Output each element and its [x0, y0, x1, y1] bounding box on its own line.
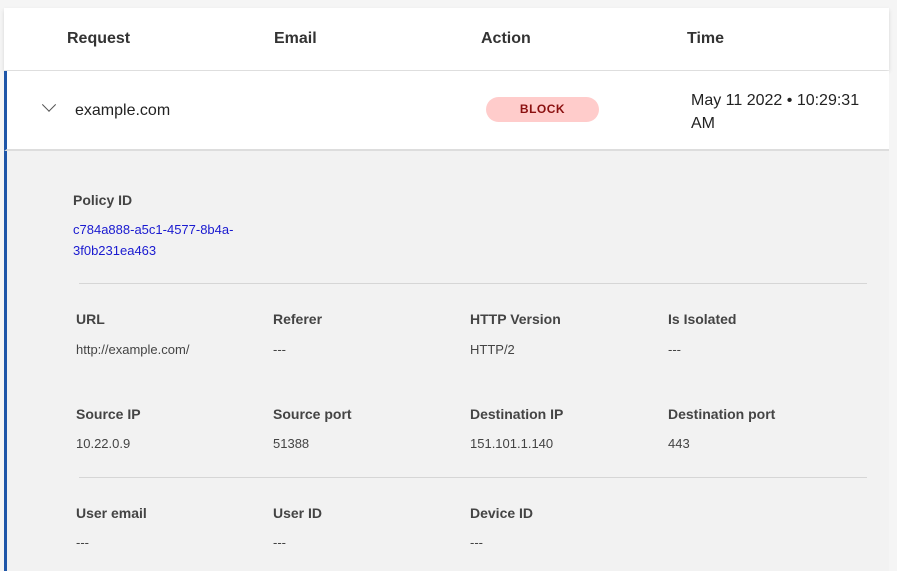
user-email-value: ---: [76, 535, 89, 550]
url-value: http://example.com/: [76, 342, 190, 357]
source-ip-label: Source IP: [76, 406, 141, 422]
url-label: URL: [76, 311, 105, 327]
referer-value: ---: [273, 342, 286, 357]
user-id-value: ---: [273, 535, 286, 550]
table-header: Request Email Action Time: [4, 8, 889, 70]
table-row[interactable]: example.com BLOCK May 11 2022 • 10:29:31…: [4, 71, 889, 151]
http-version-value: HTTP/2: [470, 342, 515, 357]
chevron-down-icon[interactable]: [41, 97, 57, 112]
row-details: Policy ID c784a888-a5c1-4577-8b4a-3f0b23…: [4, 151, 889, 571]
destination-port-label: Destination port: [668, 406, 776, 422]
source-ip-value: 10.22.0.9: [76, 436, 131, 451]
is-isolated-label: Is Isolated: [668, 311, 737, 327]
destination-ip-label: Destination IP: [470, 406, 564, 422]
is-isolated-value: ---: [668, 342, 681, 357]
policy-id-link[interactable]: c784a888-a5c1-4577-8b4a-3f0b231ea463: [73, 222, 234, 258]
destination-ip-value: 151.101.1.140: [470, 436, 554, 451]
device-id-label: Device ID: [470, 505, 534, 521]
column-header-action[interactable]: Action: [481, 30, 531, 47]
column-header-request[interactable]: Request: [67, 30, 131, 47]
device-id-value: ---: [470, 535, 483, 550]
user-id-label: User ID: [273, 505, 323, 521]
http-version-label: HTTP Version: [470, 311, 561, 327]
divider: [79, 477, 867, 478]
request-time: May 11 2022 • 10:29:31 AM: [691, 92, 860, 132]
divider: [79, 283, 867, 284]
user-email-label: User email: [76, 505, 147, 521]
source-port-value: 51388: [273, 436, 310, 451]
destination-port-value: 443: [668, 436, 690, 451]
referer-label: Referer: [273, 311, 323, 327]
column-header-email[interactable]: Email: [274, 30, 317, 47]
action-badge: BLOCK: [486, 97, 599, 122]
request-domain: example.com: [75, 102, 171, 119]
policy-id-label: Policy ID: [73, 192, 133, 208]
column-header-time[interactable]: Time: [687, 30, 725, 47]
source-port-label: Source port: [273, 406, 352, 422]
